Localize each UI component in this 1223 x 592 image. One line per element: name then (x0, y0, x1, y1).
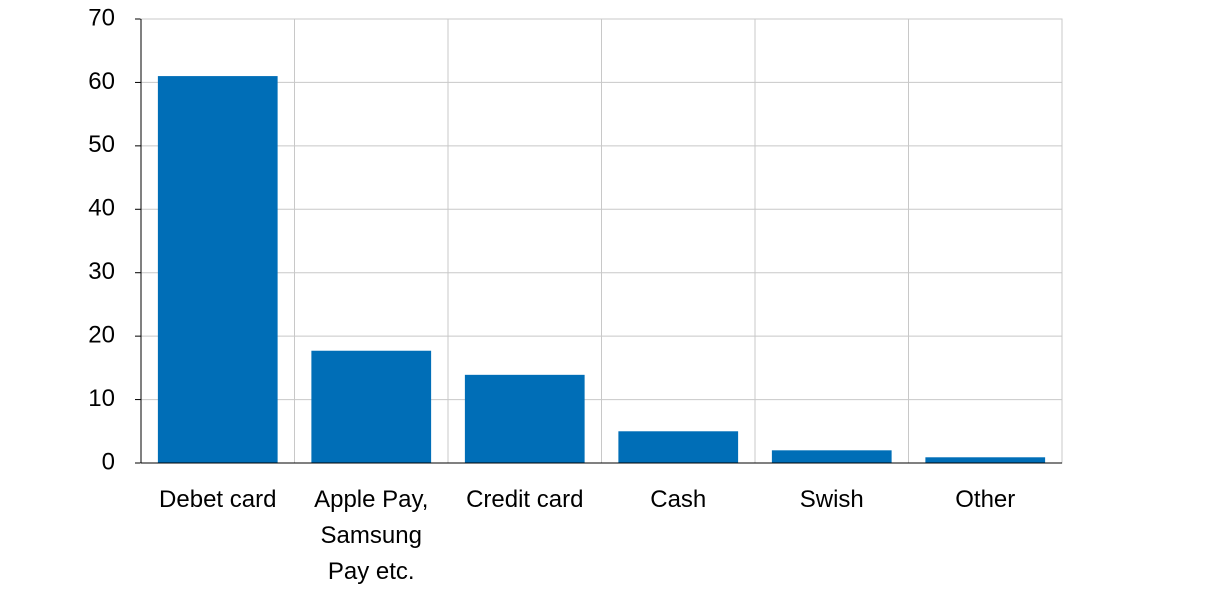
x-tick-label: Swish (799, 486, 864, 513)
y-tick-label: 40 (88, 195, 115, 222)
y-tick-label: 70 (88, 4, 115, 31)
y-tick-label: 10 (88, 385, 115, 412)
y-tick-label: 50 (88, 131, 115, 158)
x-tick-label: Apple Pay, Samsung Pay etc. (314, 486, 429, 585)
x-tick-label: Cash (650, 486, 707, 513)
bar (157, 76, 278, 463)
y-tick-label: 60 (88, 68, 115, 95)
x-tick-label: Debet card (159, 486, 277, 513)
y-tick-label: 20 (88, 321, 115, 348)
bar (771, 450, 892, 463)
bar (464, 374, 585, 463)
bar (925, 457, 1046, 463)
x-tick-label: Credit card (466, 486, 584, 513)
x-tick-label: Other (955, 486, 1016, 513)
bar (618, 431, 739, 463)
y-tick-label: 30 (88, 258, 115, 285)
bar (311, 350, 432, 463)
y-tick-label: 0 (102, 448, 115, 475)
